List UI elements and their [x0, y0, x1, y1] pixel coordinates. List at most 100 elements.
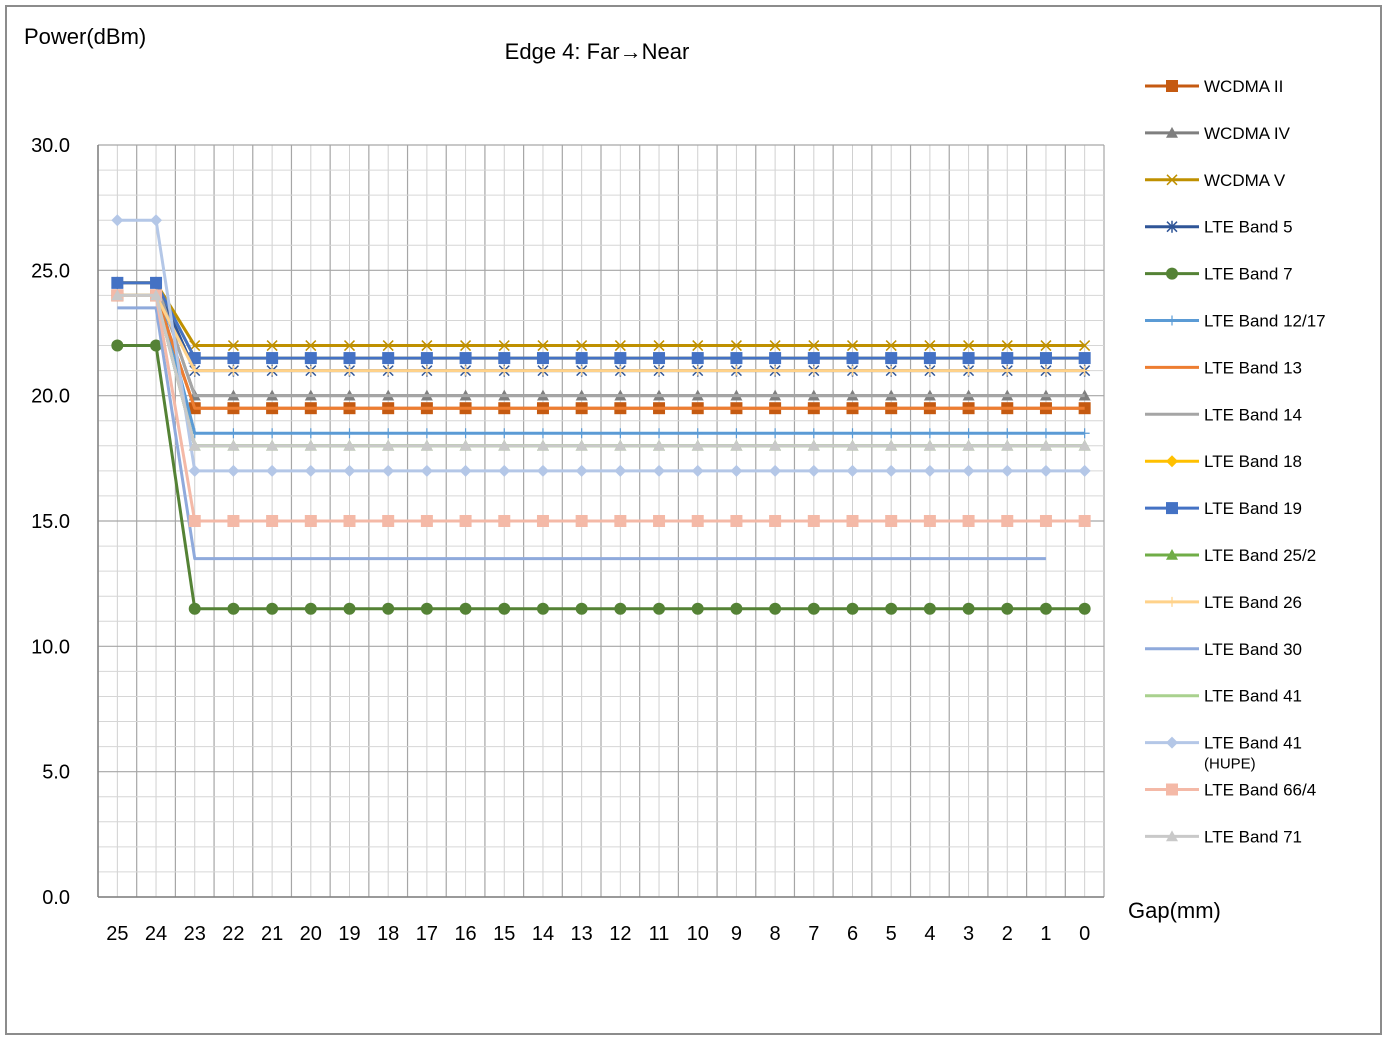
series-line-lte-band-30: [117, 306, 1046, 561]
marker-lte-band-7: [1001, 602, 1014, 615]
y-tick-label: 10.0: [31, 636, 70, 658]
marker-lte-band-26: [731, 365, 742, 376]
x-tick-label: 20: [300, 923, 322, 945]
marker-lte-band-12-17: [537, 428, 548, 439]
marker-lte-band-41-hupe: [730, 464, 743, 477]
marker-lte-band-41-hupe: [923, 464, 936, 477]
marker-lte-band-71: [382, 439, 395, 451]
marker-lte-band-66-4: [653, 515, 666, 527]
marker-lte-band-41-hupe: [769, 464, 782, 477]
marker-lte-band-7: [382, 602, 395, 615]
marker-lte-band-12-17: [808, 428, 819, 439]
marker-lte-band-26: [924, 365, 935, 376]
series-lte-band-19: [111, 276, 1091, 365]
marker-lte-band-19: [111, 276, 124, 289]
x-tick-label: 1: [1040, 923, 1051, 945]
marker-lte-band-41-hupe: [459, 464, 472, 477]
x-tick-label: 0: [1079, 923, 1090, 945]
marker-lte-band-71: [343, 439, 356, 451]
marker-lte-band-19: [304, 352, 317, 365]
x-tick-label: 5: [886, 923, 897, 945]
marker-lte-band-7: [614, 602, 627, 615]
marker-legend-lte-band-7: [1166, 267, 1178, 280]
marker-lte-band-66-4: [575, 515, 588, 527]
marker-lte-band-71: [536, 439, 549, 451]
series-lte-band-13: [117, 293, 1085, 410]
marker-wcdma-v: [421, 340, 433, 352]
x-tick-label: 2: [1002, 923, 1013, 945]
marker-lte-band-26: [499, 365, 510, 376]
y-tick-label: 20.0: [31, 386, 70, 408]
legend-item-lte-band-66-4: LTE Band 66/4: [1145, 781, 1316, 800]
marker-wcdma-v: [305, 340, 317, 352]
marker-lte-band-66-4: [459, 515, 472, 527]
x-tick-label: 6: [847, 923, 858, 945]
marker-lte-band-71: [459, 439, 472, 451]
legend-item-lte-band-14: LTE Band 14: [1145, 405, 1302, 424]
y-tick-label: 0.0: [42, 887, 70, 909]
marker-lte-band-41-hupe: [1078, 464, 1091, 477]
marker-lte-band-71: [498, 439, 511, 451]
marker-lte-band-66-4: [1001, 515, 1014, 527]
marker-wcdma-v: [963, 340, 975, 352]
marker-lte-band-7: [730, 602, 743, 615]
marker-legend-lte-band-25-2: [1166, 549, 1178, 560]
marker-wcdma-v: [1001, 340, 1013, 352]
y-tick-label: 5.0: [42, 762, 70, 784]
marker-lte-band-12-17: [1040, 428, 1051, 439]
series-line-lte-band-12-17: [117, 281, 1085, 435]
marker-lte-band-19: [188, 352, 201, 365]
marker-lte-band-12-17: [383, 428, 394, 439]
marker-lte-band-71: [653, 439, 666, 451]
marker-lte-band-66-4: [304, 515, 317, 527]
marker-lte-band-19: [150, 276, 163, 289]
marker-lte-band-71: [807, 439, 820, 451]
marker-lte-band-19: [962, 352, 975, 365]
marker-lte-band-71: [846, 439, 859, 451]
x-tick-label: 4: [924, 923, 935, 945]
marker-lte-band-26: [189, 365, 200, 376]
marker-lte-band-19: [691, 352, 704, 365]
axes: 0.05.010.015.020.025.030.025 24 23 22 21 20 19…: [31, 135, 1104, 945]
marker-wcdma-ii: [1078, 402, 1091, 415]
marker-lte-band-26: [228, 365, 239, 376]
marker-wcdma-v: [343, 340, 356, 352]
marker-lte-band-12-17: [421, 428, 432, 439]
marker-lte-band-12-17: [305, 428, 316, 439]
marker-wcdma-v: [885, 340, 897, 352]
marker-lte-band-7: [498, 602, 511, 615]
marker-lte-band-12-17: [654, 428, 665, 439]
marker-lte-band-66-4: [536, 515, 549, 527]
marker-lte-band-19: [459, 352, 472, 365]
x-tick-label: 18: [377, 923, 399, 945]
x-tick-label: 25: [106, 923, 128, 945]
legend-label: WCDMA V: [1204, 171, 1286, 190]
marker-wcdma-v: [498, 340, 510, 352]
marker-lte-band-26: [537, 365, 548, 376]
x-tick-label: 11: [649, 923, 670, 945]
marker-lte-band-41-hupe: [614, 464, 627, 477]
series-wcdma-v: [111, 277, 1091, 352]
marker-lte-band-12-17: [1002, 428, 1013, 439]
marker-wcdma-iv: [1078, 389, 1091, 401]
marker-lte-band-7: [188, 602, 201, 615]
marker-lte-band-19: [614, 352, 627, 365]
marker-legend-lte-band-19: [1166, 502, 1178, 515]
legend-item-lte-band-18: LTE Band 18: [1145, 452, 1302, 471]
marker-lte-band-41-hupe: [266, 464, 279, 477]
marker-wcdma-v: [227, 340, 239, 352]
marker-lte-band-41-hupe: [343, 464, 356, 477]
series-line-lte-band-14: [117, 281, 1085, 398]
legend-item-lte-band-13: LTE Band 13: [1145, 358, 1302, 377]
marker-wcdma-v: [460, 340, 472, 352]
marker-lte-band-71: [266, 439, 279, 451]
marker-lte-band-66-4: [1078, 515, 1091, 527]
marker-lte-band-41-hupe: [420, 464, 433, 477]
marker-lte-band-26: [1079, 365, 1090, 376]
series-line-lte-band-13: [117, 293, 1085, 410]
marker-lte-band-7: [885, 602, 898, 615]
marker-lte-band-41-hupe: [1039, 464, 1052, 477]
marker-wcdma-v: [769, 340, 781, 352]
x-tick-label: 3: [963, 923, 974, 945]
